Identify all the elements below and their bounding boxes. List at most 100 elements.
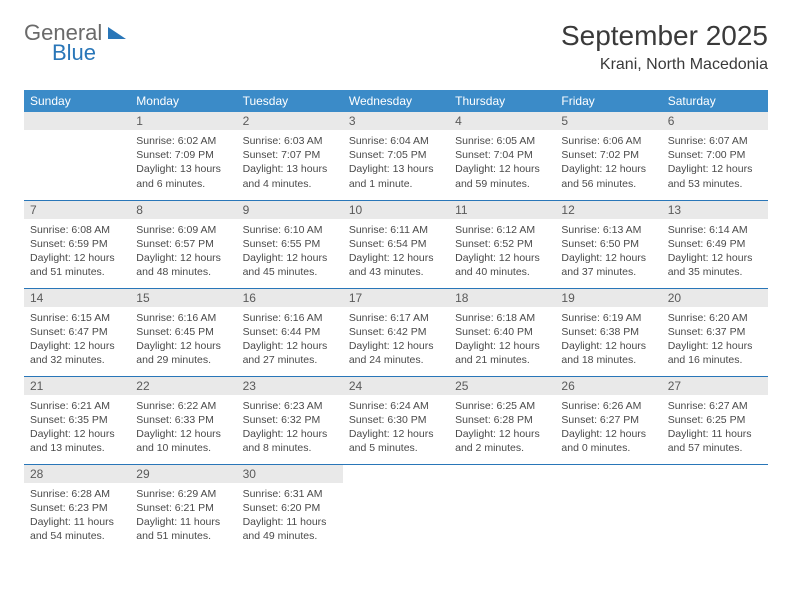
day-number: 27 — [662, 377, 768, 395]
sunrise-text: Sunrise: 6:28 AM — [30, 487, 124, 501]
calendar-cell: 27Sunrise: 6:27 AMSunset: 6:25 PMDayligh… — [662, 376, 768, 464]
day-number: 2 — [237, 112, 343, 130]
sunrise-text: Sunrise: 6:29 AM — [136, 487, 230, 501]
calendar-week-row: 7Sunrise: 6:08 AMSunset: 6:59 PMDaylight… — [24, 200, 768, 288]
calendar-cell: 10Sunrise: 6:11 AMSunset: 6:54 PMDayligh… — [343, 200, 449, 288]
day-header-friday: Friday — [555, 90, 661, 112]
sunrise-text: Sunrise: 6:07 AM — [668, 134, 762, 148]
daylight-text: Daylight: 12 hours and 24 minutes. — [349, 339, 443, 367]
day-details: Sunrise: 6:21 AMSunset: 6:35 PMDaylight:… — [24, 395, 130, 462]
daylight-text: Daylight: 12 hours and 43 minutes. — [349, 251, 443, 279]
day-details: Sunrise: 6:16 AMSunset: 6:44 PMDaylight:… — [237, 307, 343, 374]
calendar-cell: 24Sunrise: 6:24 AMSunset: 6:30 PMDayligh… — [343, 376, 449, 464]
day-number: 3 — [343, 112, 449, 130]
day-details: Sunrise: 6:28 AMSunset: 6:23 PMDaylight:… — [24, 483, 130, 550]
calendar-cell — [662, 464, 768, 552]
calendar-cell: 20Sunrise: 6:20 AMSunset: 6:37 PMDayligh… — [662, 288, 768, 376]
logo-sail-icon — [108, 27, 126, 39]
daylight-text: Daylight: 12 hours and 37 minutes. — [561, 251, 655, 279]
daylight-text: Daylight: 13 hours and 4 minutes. — [243, 162, 337, 190]
sunrise-text: Sunrise: 6:15 AM — [30, 311, 124, 325]
day-number: 5 — [555, 112, 661, 130]
day-number: 1 — [130, 112, 236, 130]
sunrise-text: Sunrise: 6:10 AM — [243, 223, 337, 237]
day-details: Sunrise: 6:17 AMSunset: 6:42 PMDaylight:… — [343, 307, 449, 374]
day-number: 24 — [343, 377, 449, 395]
daylight-text: Daylight: 12 hours and 59 minutes. — [455, 162, 549, 190]
day-number: 18 — [449, 289, 555, 307]
day-number: 22 — [130, 377, 236, 395]
calendar-cell: 19Sunrise: 6:19 AMSunset: 6:38 PMDayligh… — [555, 288, 661, 376]
day-number: 20 — [662, 289, 768, 307]
sunrise-text: Sunrise: 6:14 AM — [668, 223, 762, 237]
daylight-text: Daylight: 12 hours and 45 minutes. — [243, 251, 337, 279]
calendar-header-row: Sunday Monday Tuesday Wednesday Thursday… — [24, 90, 768, 112]
day-header-thursday: Thursday — [449, 90, 555, 112]
calendar-week-row: 21Sunrise: 6:21 AMSunset: 6:35 PMDayligh… — [24, 376, 768, 464]
sunset-text: Sunset: 6:54 PM — [349, 237, 443, 251]
title-block: September 2025 Krani, North Macedonia — [561, 20, 768, 74]
daylight-text: Daylight: 12 hours and 48 minutes. — [136, 251, 230, 279]
sunrise-text: Sunrise: 6:25 AM — [455, 399, 549, 413]
sunrise-text: Sunrise: 6:16 AM — [136, 311, 230, 325]
day-number: 8 — [130, 201, 236, 219]
daylight-text: Daylight: 12 hours and 56 minutes. — [561, 162, 655, 190]
day-details: Sunrise: 6:27 AMSunset: 6:25 PMDaylight:… — [662, 395, 768, 462]
sunrise-text: Sunrise: 6:21 AM — [30, 399, 124, 413]
sunrise-text: Sunrise: 6:20 AM — [668, 311, 762, 325]
sunset-text: Sunset: 6:44 PM — [243, 325, 337, 339]
day-details: Sunrise: 6:05 AMSunset: 7:04 PMDaylight:… — [449, 130, 555, 197]
day-details: Sunrise: 6:13 AMSunset: 6:50 PMDaylight:… — [555, 219, 661, 286]
day-header-tuesday: Tuesday — [237, 90, 343, 112]
sunrise-text: Sunrise: 6:02 AM — [136, 134, 230, 148]
day-number: 4 — [449, 112, 555, 130]
calendar-cell: 17Sunrise: 6:17 AMSunset: 6:42 PMDayligh… — [343, 288, 449, 376]
daylight-text: Daylight: 11 hours and 54 minutes. — [30, 515, 124, 543]
sunset-text: Sunset: 6:52 PM — [455, 237, 549, 251]
day-number: 7 — [24, 201, 130, 219]
sunset-text: Sunset: 6:37 PM — [668, 325, 762, 339]
sunset-text: Sunset: 7:04 PM — [455, 148, 549, 162]
day-details: Sunrise: 6:10 AMSunset: 6:55 PMDaylight:… — [237, 219, 343, 286]
day-header-monday: Monday — [130, 90, 236, 112]
daylight-text: Daylight: 12 hours and 35 minutes. — [668, 251, 762, 279]
sunset-text: Sunset: 6:59 PM — [30, 237, 124, 251]
day-details: Sunrise: 6:06 AMSunset: 7:02 PMDaylight:… — [555, 130, 661, 197]
sunrise-text: Sunrise: 6:09 AM — [136, 223, 230, 237]
sunset-text: Sunset: 6:25 PM — [668, 413, 762, 427]
sunrise-text: Sunrise: 6:26 AM — [561, 399, 655, 413]
daylight-text: Daylight: 13 hours and 1 minute. — [349, 162, 443, 190]
sunset-text: Sunset: 6:23 PM — [30, 501, 124, 515]
sunset-text: Sunset: 6:40 PM — [455, 325, 549, 339]
sunset-text: Sunset: 7:07 PM — [243, 148, 337, 162]
sunset-text: Sunset: 6:27 PM — [561, 413, 655, 427]
daylight-text: Daylight: 12 hours and 10 minutes. — [136, 427, 230, 455]
daylight-text: Daylight: 13 hours and 6 minutes. — [136, 162, 230, 190]
sunrise-text: Sunrise: 6:03 AM — [243, 134, 337, 148]
sunset-text: Sunset: 6:32 PM — [243, 413, 337, 427]
day-details: Sunrise: 6:25 AMSunset: 6:28 PMDaylight:… — [449, 395, 555, 462]
calendar-cell: 4Sunrise: 6:05 AMSunset: 7:04 PMDaylight… — [449, 112, 555, 200]
calendar-cell — [343, 464, 449, 552]
day-number: 10 — [343, 201, 449, 219]
daylight-text: Daylight: 11 hours and 51 minutes. — [136, 515, 230, 543]
calendar-cell: 16Sunrise: 6:16 AMSunset: 6:44 PMDayligh… — [237, 288, 343, 376]
day-number: 25 — [449, 377, 555, 395]
sunset-text: Sunset: 6:57 PM — [136, 237, 230, 251]
sunrise-text: Sunrise: 6:08 AM — [30, 223, 124, 237]
day-number: 11 — [449, 201, 555, 219]
sunset-text: Sunset: 6:49 PM — [668, 237, 762, 251]
calendar-cell: 30Sunrise: 6:31 AMSunset: 6:20 PMDayligh… — [237, 464, 343, 552]
calendar-week-row: 14Sunrise: 6:15 AMSunset: 6:47 PMDayligh… — [24, 288, 768, 376]
calendar-table: Sunday Monday Tuesday Wednesday Thursday… — [24, 90, 768, 552]
calendar-cell: 11Sunrise: 6:12 AMSunset: 6:52 PMDayligh… — [449, 200, 555, 288]
sunset-text: Sunset: 7:05 PM — [349, 148, 443, 162]
day-details: Sunrise: 6:04 AMSunset: 7:05 PMDaylight:… — [343, 130, 449, 197]
day-number: 23 — [237, 377, 343, 395]
daylight-text: Daylight: 12 hours and 51 minutes. — [30, 251, 124, 279]
day-details: Sunrise: 6:26 AMSunset: 6:27 PMDaylight:… — [555, 395, 661, 462]
sunset-text: Sunset: 7:00 PM — [668, 148, 762, 162]
day-details: Sunrise: 6:23 AMSunset: 6:32 PMDaylight:… — [237, 395, 343, 462]
calendar-body: 1Sunrise: 6:02 AMSunset: 7:09 PMDaylight… — [24, 112, 768, 552]
sunrise-text: Sunrise: 6:19 AM — [561, 311, 655, 325]
